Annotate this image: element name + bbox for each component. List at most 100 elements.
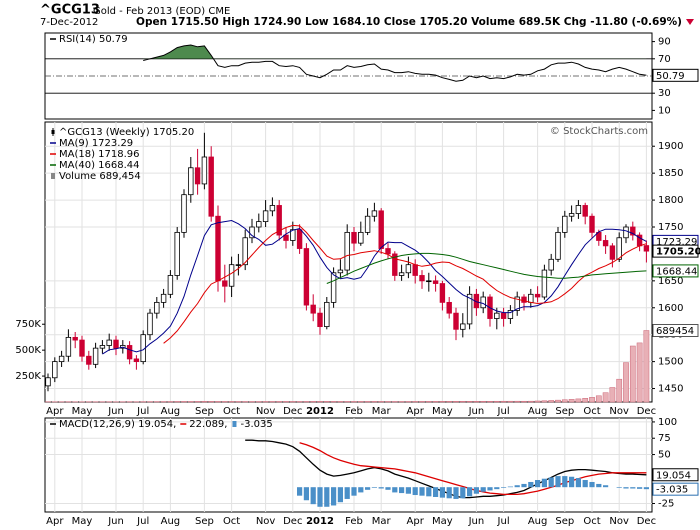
candle-body (521, 296, 527, 303)
volume-bar (623, 362, 629, 403)
x-tick-label: Sep (555, 406, 574, 417)
candle-body (405, 264, 412, 274)
volume-bar (432, 401, 439, 403)
histogram-bar (630, 487, 636, 489)
x-tick-label: Aug (528, 516, 548, 527)
candle-body (92, 347, 99, 365)
volume-bar (480, 401, 487, 403)
volume-bar (459, 401, 466, 403)
candle-body (310, 304, 316, 314)
histogram-bar (555, 476, 561, 488)
candle-body (147, 312, 153, 336)
candle-body (439, 283, 446, 303)
legend-label: Volume 689,454 (59, 171, 141, 182)
series-line (326, 252, 647, 284)
volume-bar (412, 401, 419, 403)
histogram-bar (616, 487, 622, 488)
x-tick-label: Aug (161, 516, 181, 527)
series-line (245, 439, 647, 499)
histogram-bar (487, 487, 493, 491)
candle-body (324, 301, 330, 328)
volume-bar (453, 401, 459, 403)
volume-bar (527, 400, 534, 403)
x-tick-label: Nov (256, 516, 276, 527)
volume-bar (194, 401, 201, 403)
candle-body (276, 205, 282, 236)
volume-tick-label: 250K (15, 371, 41, 382)
x-tick-label: Nov (256, 406, 276, 417)
x-tick-label: May (72, 406, 93, 417)
histogram-bar (569, 476, 575, 488)
legend-label: RSI(14) 50.79 (59, 34, 128, 45)
histogram-bar (337, 487, 343, 503)
histogram-bar (603, 485, 609, 488)
x-tick-label: Aug (161, 406, 181, 417)
volume-bar (317, 401, 323, 403)
last-value-box (652, 468, 699, 482)
x-tick-label: 2012 (306, 516, 334, 527)
candle-body (249, 226, 255, 239)
histogram-bar (399, 487, 405, 494)
histogram-bar (365, 487, 371, 490)
volume-bar (568, 399, 575, 403)
histogram-bar (385, 487, 391, 490)
candle-body (188, 167, 194, 196)
candle-body (358, 231, 364, 244)
volume-bar (215, 401, 221, 403)
legend-label: MA(18) 1718.96 (59, 149, 140, 160)
x-tick-label: Nov (609, 516, 629, 527)
candle-body (106, 339, 112, 346)
volume-bar (595, 395, 602, 403)
volume-bar (425, 401, 432, 403)
x-tick-label: May (72, 516, 93, 527)
candle-body (174, 231, 180, 276)
instrument-name: Gold - Feb 2013 (EOD) CME (93, 6, 230, 17)
x-tick-label: Jul (497, 406, 510, 417)
volume-bar (289, 401, 296, 403)
quote-line: Open 1715.50 High 1724.90 Low 1684.10 Cl… (136, 16, 682, 28)
last-value-box (652, 482, 699, 496)
candle-body (364, 215, 371, 233)
histogram-bar (535, 480, 541, 488)
y-tick-label: 1650 (658, 276, 683, 287)
histogram-bar (562, 476, 568, 488)
volume-bar (629, 345, 636, 403)
volume-bar (364, 401, 371, 403)
candle-body (351, 231, 357, 244)
last-value-label: 1668.44 (656, 266, 697, 277)
candle-body (514, 296, 520, 311)
x-tick-label: Apr (46, 516, 64, 527)
volume-tick-label: 500K (15, 345, 41, 356)
candle-body (181, 194, 187, 233)
x-tick-label: Jul (136, 516, 149, 527)
histogram-bar (358, 487, 364, 493)
candle-body (126, 345, 133, 360)
series-line (143, 44, 647, 82)
candle-body (466, 293, 473, 325)
volume-bar (201, 401, 208, 403)
volume-bar (500, 400, 507, 403)
x-tick-label: Apr (407, 406, 425, 417)
volume-bar (643, 330, 650, 403)
candle-body (371, 210, 378, 217)
y-tick-label: 1850 (658, 168, 683, 179)
histogram-bar (467, 487, 473, 497)
volume-bar (208, 401, 215, 403)
candle-body (426, 280, 432, 283)
candle-body (555, 231, 561, 260)
last-value-box (652, 264, 699, 278)
volume-bar (405, 401, 412, 403)
candle-body (630, 226, 636, 236)
candle-body (432, 280, 439, 284)
candle-body (575, 205, 582, 214)
volume-bar (221, 401, 228, 403)
volume-bar (541, 400, 548, 403)
x-tick-label: Dec (283, 406, 302, 417)
legend-label: MA(40) 1668.44 (59, 160, 140, 171)
candle-body (378, 210, 384, 249)
histogram-bar (521, 483, 527, 488)
candle-body (160, 293, 167, 303)
volume-bar (514, 400, 521, 403)
x-tick-label: Sep (555, 516, 574, 527)
x-tick-label: Jun (468, 406, 485, 417)
